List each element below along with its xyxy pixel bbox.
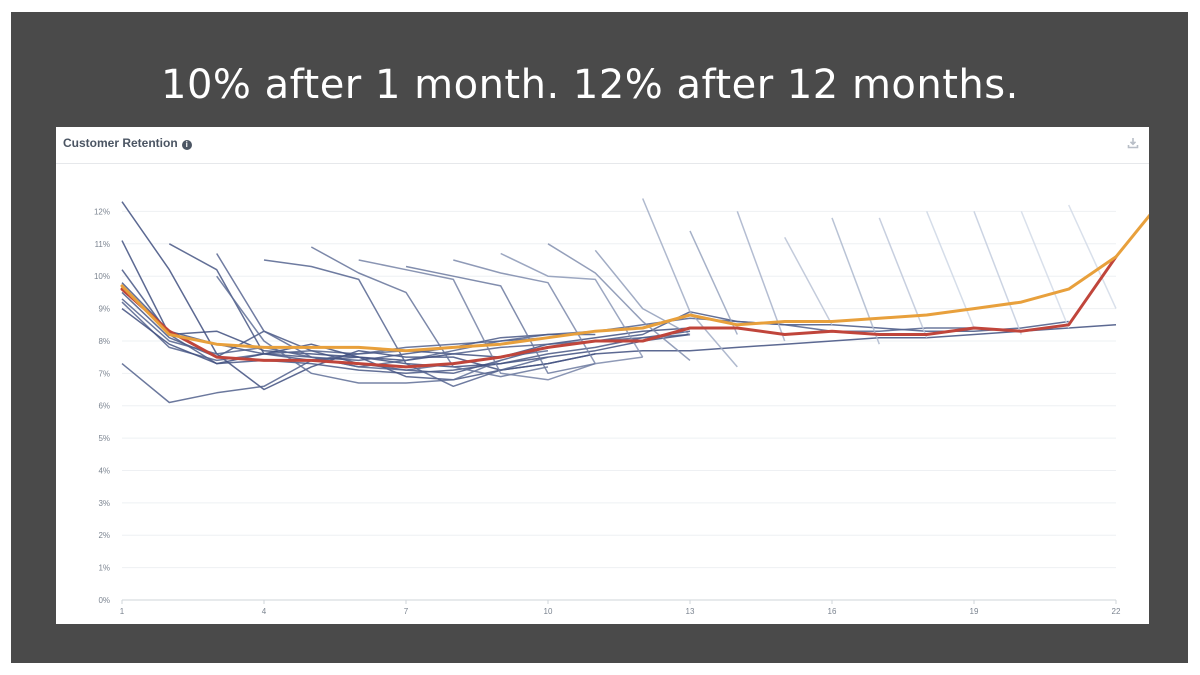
cohort-series-line: [642, 198, 738, 368]
x-tick-label: 7: [404, 607, 409, 616]
retention-chart: 0% 1% 2% 3% 4% 5% 6% 7% 8% 9% 10% 11% 12% 1 4 7 10 13 16 19…: [94, 198, 1149, 616]
highlight-series-line: [120, 255, 1118, 369]
y-tick-label: 9%: [98, 305, 110, 314]
cohort-series-line: [831, 217, 881, 345]
x-tick-label: 10: [544, 607, 553, 616]
cohort-series-line: [594, 249, 691, 336]
x-tick-label: 16: [828, 607, 837, 616]
y-tick-label: 6%: [98, 402, 110, 411]
y-tick-label: 3%: [98, 499, 110, 508]
headline: 10% after 1 month. 12% after 12 months.: [161, 62, 1019, 108]
x-tick-label: 22: [1112, 607, 1121, 616]
y-tick-label: 2%: [98, 531, 110, 540]
panel-title: Customer Retention i: [63, 136, 192, 150]
y-tick-label: 4%: [98, 466, 110, 475]
cohort-series-line: [263, 259, 549, 388]
panel-header: Customer Retention i: [56, 127, 1149, 164]
cohort-series-line: [453, 259, 643, 365]
cohort-series-line: [689, 230, 738, 335]
cohort-series-line: [1068, 204, 1117, 309]
cohort-series-line: [168, 243, 596, 381]
y-tick-label: 12%: [94, 207, 110, 216]
y-tick-label: 11%: [95, 240, 110, 249]
y-tick-label: 1%: [98, 564, 110, 573]
y-tick-label: 7%: [98, 369, 110, 378]
download-icon[interactable]: [1127, 137, 1139, 149]
x-tick-label: 4: [262, 607, 267, 616]
cohort-series-line: [121, 201, 1117, 391]
x-tick-label: 1: [120, 607, 125, 616]
y-tick-label: 5%: [98, 434, 110, 443]
cohort-series-line: [784, 236, 833, 326]
highlight-series-line: [120, 213, 1149, 353]
y-tick-label: 8%: [98, 337, 110, 346]
cohort-series-line: [736, 211, 786, 342]
cohort-series-line: [878, 217, 928, 338]
slide-background: 10% after 1 month. 12% after 12 months. …: [11, 12, 1188, 663]
cohort-series-line: [973, 211, 1023, 335]
y-tick-label: 10%: [94, 272, 110, 281]
x-tick-label: 19: [970, 607, 979, 616]
cohort-series-line: [500, 252, 644, 358]
panel-title-text: Customer Retention: [63, 136, 178, 150]
info-icon[interactable]: i: [181, 140, 192, 150]
cohort-series-line: [216, 275, 501, 384]
chart-panel: Customer Retention i 0% 1% 2% 3% 4% 5% 6% 7% 8% 9%…: [56, 127, 1149, 624]
cohort-series-line: [405, 265, 596, 375]
cohort-series-line: [358, 259, 596, 381]
x-tick-label: 13: [686, 607, 695, 616]
cohort-series-line: [547, 243, 691, 361]
y-tick-label: 0%: [98, 596, 110, 605]
cohort-series-line: [1020, 211, 1070, 329]
